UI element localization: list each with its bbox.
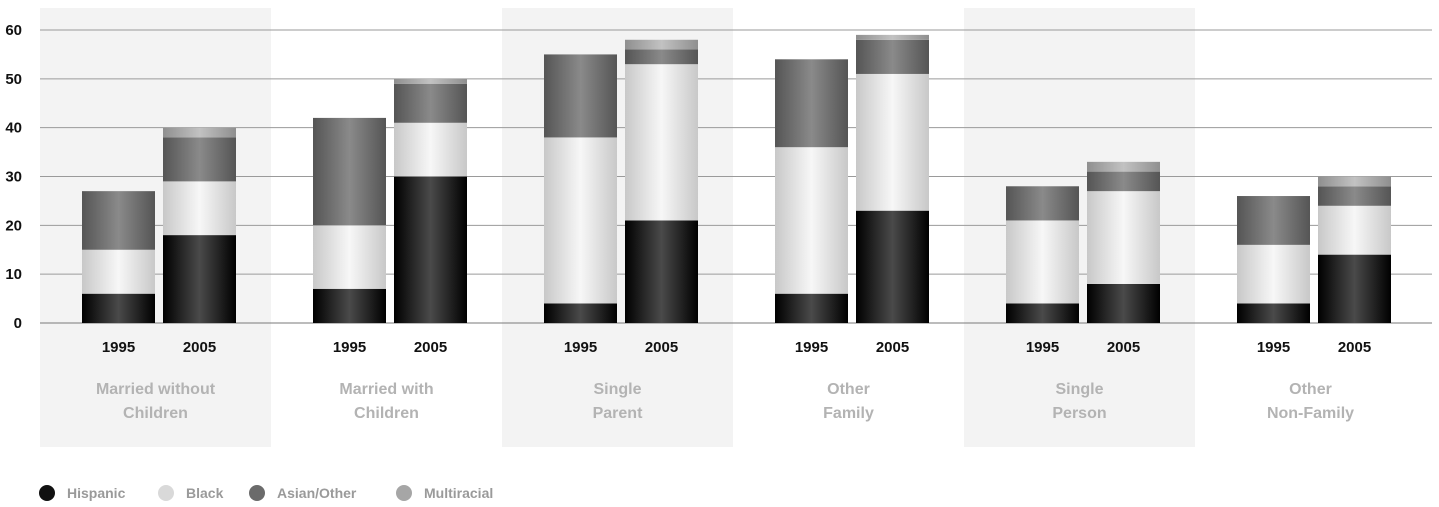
bar-segment-asian-other bbox=[1087, 171, 1160, 192]
legend-label-asian-other: Asian/Other bbox=[277, 485, 357, 501]
bar-segment-hispanic bbox=[1237, 303, 1310, 323]
x-year-label: 1995 bbox=[564, 339, 597, 356]
bar-segment-hispanic bbox=[544, 303, 617, 323]
y-tick-label: 0 bbox=[14, 315, 22, 332]
bar-segment-multiracial bbox=[856, 34, 929, 40]
bar-segment-hispanic bbox=[625, 220, 698, 323]
x-year-label: 2005 bbox=[876, 339, 909, 356]
legend-label-black: Black bbox=[186, 485, 224, 501]
legend-label-hispanic: Hispanic bbox=[67, 485, 126, 501]
bar-segment-black bbox=[544, 137, 617, 304]
x-year-label: 1995 bbox=[102, 339, 135, 356]
bar-segment-asian-other bbox=[313, 117, 386, 226]
bar-segment-asian-other bbox=[82, 191, 155, 250]
group-label: Single bbox=[1055, 381, 1103, 398]
group-label: Parent bbox=[593, 405, 643, 422]
legend-marker-hispanic bbox=[39, 485, 55, 501]
bar-segment-asian-other bbox=[625, 49, 698, 65]
group-label: Other bbox=[827, 381, 870, 398]
x-year-label: 2005 bbox=[414, 339, 447, 356]
x-year-label: 1995 bbox=[795, 339, 828, 356]
group-label: Other bbox=[1289, 381, 1332, 398]
x-year-label: 2005 bbox=[645, 339, 678, 356]
group-label: Children bbox=[354, 405, 419, 422]
bar-segment-hispanic bbox=[82, 293, 155, 323]
bar-segment-multiracial bbox=[394, 78, 467, 84]
legend-marker-black bbox=[158, 485, 174, 501]
bar-segment-asian-other bbox=[775, 59, 848, 148]
bar-segment-black bbox=[394, 122, 467, 177]
bar-segment-hispanic bbox=[1087, 283, 1160, 323]
bar-segment-asian-other bbox=[1006, 186, 1079, 221]
y-tick-label: 10 bbox=[5, 266, 22, 283]
group-label: Person bbox=[1052, 405, 1106, 422]
x-year-label: 1995 bbox=[1257, 339, 1290, 356]
legend-marker-asian-other bbox=[249, 485, 265, 501]
group-label: Family bbox=[823, 405, 874, 422]
legend-marker-multiracial bbox=[396, 485, 412, 501]
bar-segment-asian-other bbox=[1237, 196, 1310, 245]
legend-label-multiracial: Multiracial bbox=[424, 485, 493, 501]
x-year-label: 2005 bbox=[1107, 339, 1140, 356]
x-year-label: 2005 bbox=[183, 339, 216, 356]
bar-segment-black bbox=[1318, 205, 1391, 255]
x-year-label: 1995 bbox=[333, 339, 366, 356]
x-year-label: 1995 bbox=[1026, 339, 1059, 356]
bar-segment-hispanic bbox=[1318, 254, 1391, 323]
y-tick-label: 20 bbox=[5, 217, 22, 234]
bar-segment-black bbox=[82, 249, 155, 294]
bar-segment-black bbox=[625, 64, 698, 221]
y-tick-label: 30 bbox=[5, 169, 22, 186]
bar-segment-black bbox=[856, 73, 929, 211]
bar-segment-multiracial bbox=[1087, 161, 1160, 172]
bar-segment-asian-other bbox=[544, 54, 617, 138]
bar-segment-hispanic bbox=[1006, 303, 1079, 323]
bar-segment-black bbox=[313, 225, 386, 289]
bar-segment-hispanic bbox=[313, 288, 386, 323]
y-tick-label: 50 bbox=[5, 71, 22, 88]
group-label: Married with bbox=[339, 381, 433, 398]
bar-segment-black bbox=[775, 147, 848, 294]
bar-segment-asian-other bbox=[163, 137, 236, 182]
bar-segment-multiracial bbox=[163, 127, 236, 138]
bar-segment-black bbox=[1006, 220, 1079, 304]
group-label: Children bbox=[123, 405, 188, 422]
group-label: Non-Family bbox=[1267, 405, 1354, 422]
group-label: Married without bbox=[96, 381, 216, 398]
bar-segment-black bbox=[163, 181, 236, 236]
bar-segment-multiracial bbox=[625, 39, 698, 50]
y-tick-label: 40 bbox=[5, 120, 22, 137]
bar-segment-multiracial bbox=[1318, 176, 1391, 187]
x-year-label: 2005 bbox=[1338, 339, 1371, 356]
bar-segment-hispanic bbox=[856, 210, 929, 323]
bar-segment-hispanic bbox=[775, 293, 848, 323]
bar-segment-asian-other bbox=[856, 39, 929, 74]
bar-segment-asian-other bbox=[1318, 186, 1391, 206]
bar-segment-hispanic bbox=[163, 235, 236, 323]
y-tick-label: 60 bbox=[5, 22, 22, 39]
group-label: Single bbox=[593, 381, 641, 398]
bar-segment-black bbox=[1087, 191, 1160, 284]
bar-segment-asian-other bbox=[394, 83, 467, 123]
bar-segment-hispanic bbox=[394, 176, 467, 323]
bar-segment-black bbox=[1237, 244, 1310, 304]
